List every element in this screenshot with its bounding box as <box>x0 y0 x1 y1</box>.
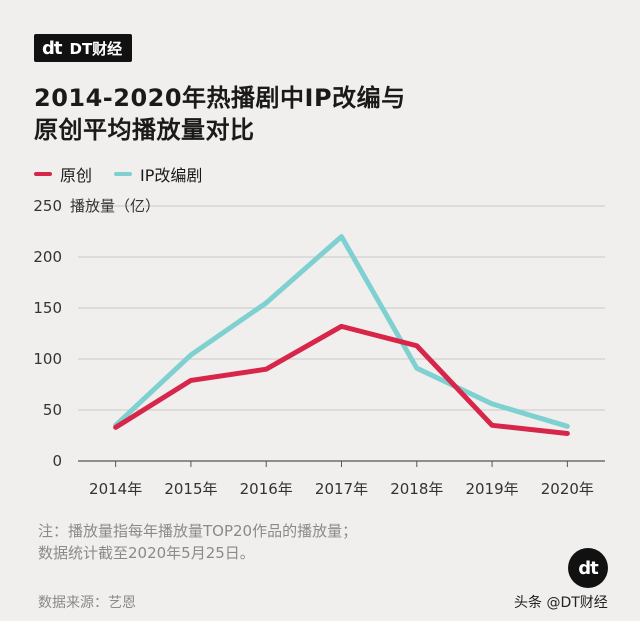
series-line-ip-adaptation <box>113 234 570 429</box>
legend-item-ip-adaptation: IP改编剧 <box>114 162 202 186</box>
x-tick-label: 2019年 <box>465 480 518 498</box>
chart-title-line1: 2014-2020年热播剧中IP改编与 <box>34 84 406 112</box>
legend-swatch-original <box>34 172 52 176</box>
legend-label-ip-adaptation: IP改编剧 <box>140 166 203 185</box>
y-tick-label: 100 <box>33 350 62 368</box>
y-tick-label: 250 <box>33 197 62 215</box>
brand-name: DT财经 <box>69 39 123 58</box>
footnote-line2: 数据统计截至2020年5月25日。 <box>38 544 255 562</box>
x-tick-label: 2020年 <box>541 480 594 498</box>
x-tick-label: 2015年 <box>164 480 217 498</box>
x-tick-label: 2014年 <box>89 480 142 498</box>
series-line-original <box>113 323 570 436</box>
data-source: 数据来源：艺恩 <box>38 595 136 611</box>
chart-grid <box>78 205 605 462</box>
chart-title: 2014-2020年热播剧中IP改编与 原创平均播放量对比 <box>34 82 594 146</box>
x-tick-label: 2016年 <box>240 480 293 498</box>
y-axis-ticks: 0 50 100 150 200 250 <box>33 197 62 470</box>
brand-badge: dt <box>568 548 608 588</box>
y-tick-label: 50 <box>43 401 62 419</box>
y-tick-label: 150 <box>33 299 62 317</box>
brand-logo: dt DT财经 <box>34 34 133 62</box>
footnote-line1: 注：播放量指每年播放量TOP20作品的播放量； <box>38 522 358 540</box>
y-tick-label: 0 <box>52 452 62 470</box>
chart-legend: 原创 IP改编剧 <box>34 162 224 186</box>
watermark-text: 头条 @DT财经 <box>514 595 608 611</box>
legend-label-original: 原创 <box>60 166 93 185</box>
y-axis-label: 播放量（亿） <box>70 197 160 215</box>
brand-mark: dt <box>42 37 62 59</box>
x-tick-label: 2017年 <box>315 480 368 498</box>
chart-series <box>113 234 570 436</box>
x-axis-ticks: 2014年 2015年 2016年 2017年 2018年 2019年 2020年 <box>89 461 594 498</box>
legend-swatch-ip-adaptation <box>114 172 133 176</box>
chart-title-line2: 原创平均播放量对比 <box>34 116 255 144</box>
x-tick-label: 2018年 <box>390 480 443 498</box>
y-tick-label: 200 <box>33 248 62 266</box>
footnote: 注：播放量指每年播放量TOP20作品的播放量； 数据统计截至2020年5月25日… <box>38 520 357 564</box>
legend-item-original: 原创 <box>34 162 92 186</box>
